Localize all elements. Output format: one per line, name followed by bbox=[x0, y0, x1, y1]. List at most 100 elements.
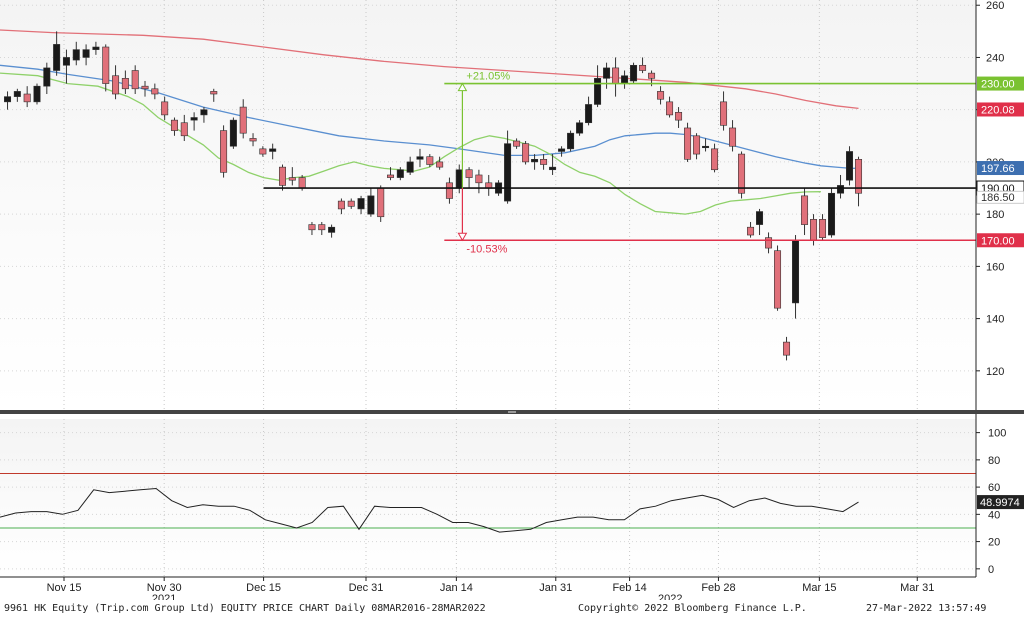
candle-down bbox=[170, 119, 178, 131]
candle-down bbox=[475, 174, 483, 184]
footer-copyright: Copyright© 2022 Bloomberg Finance L.P. bbox=[578, 603, 807, 614]
candle-down bbox=[151, 88, 159, 95]
price-axis-tick-label: 180 bbox=[986, 209, 1004, 221]
candle-down bbox=[513, 140, 521, 147]
moving-average-line bbox=[0, 72, 821, 215]
candle-down bbox=[141, 85, 149, 90]
candle-down bbox=[747, 226, 755, 236]
candle-down bbox=[819, 219, 827, 238]
candle-down bbox=[308, 224, 316, 231]
candle-down bbox=[801, 195, 809, 225]
candle-up bbox=[792, 239, 800, 304]
x-axis-tick-label: Dec 15 bbox=[246, 582, 281, 594]
x-axis-tick-label: Feb 28 bbox=[701, 582, 735, 594]
candle-up bbox=[837, 185, 845, 194]
moving-averages bbox=[0, 29, 859, 215]
candle-down bbox=[121, 78, 129, 90]
candle-down bbox=[774, 250, 782, 309]
rsi-grid bbox=[0, 419, 976, 577]
candle-down bbox=[684, 127, 692, 160]
rsi-last-tag: 48.9974 bbox=[980, 497, 1020, 509]
candle-up bbox=[4, 96, 12, 103]
x-axis-tick-label: Nov 15 bbox=[47, 582, 82, 594]
candle-up bbox=[567, 132, 575, 150]
candle-up bbox=[328, 226, 336, 233]
candlesticks bbox=[4, 31, 863, 361]
axes: 120140160180200220240260020406080100Nov … bbox=[0, 0, 1024, 600]
candle-up bbox=[630, 64, 638, 82]
candle-down bbox=[445, 182, 453, 199]
candle-down bbox=[249, 138, 257, 142]
candle-down bbox=[720, 101, 728, 126]
candle-up bbox=[702, 145, 710, 149]
candle-down bbox=[23, 93, 31, 103]
level-tag-background bbox=[977, 233, 1024, 248]
candle-up bbox=[82, 49, 90, 58]
candle-up bbox=[603, 67, 611, 79]
candle-down bbox=[278, 166, 286, 186]
candle-up bbox=[455, 169, 463, 189]
candle-down bbox=[436, 161, 444, 168]
rsi-axis-tick-label: 20 bbox=[988, 537, 1000, 549]
candle-down bbox=[220, 130, 228, 173]
price-axis-tick-label: 260 bbox=[986, 0, 1004, 12]
price-panel-background bbox=[0, 0, 976, 410]
rsi-axis-tick-label: 80 bbox=[988, 455, 1000, 467]
candle-up bbox=[531, 158, 539, 163]
candle-down bbox=[675, 111, 683, 121]
candle-down bbox=[102, 46, 110, 84]
candle-down bbox=[347, 200, 355, 207]
rsi-axis-tick-label: 100 bbox=[988, 428, 1006, 440]
x-axis-tick-label: Feb 14 bbox=[612, 582, 646, 594]
candle-down bbox=[465, 169, 473, 178]
price-grid bbox=[0, 0, 976, 410]
candle-down bbox=[657, 91, 665, 100]
candle-up bbox=[558, 148, 566, 152]
candle-up bbox=[72, 49, 80, 61]
candle-up bbox=[190, 117, 198, 121]
price-axis-tick-label: 160 bbox=[986, 261, 1004, 273]
candle-up bbox=[367, 195, 375, 215]
x-axis-tick-label: Mar 31 bbox=[900, 582, 934, 594]
candle-up bbox=[357, 198, 365, 210]
level-percent-label: +21.05% bbox=[466, 71, 510, 83]
price-tag: 220.08 bbox=[981, 104, 1015, 116]
candle-down bbox=[783, 341, 791, 356]
price-tag: 197.66 bbox=[981, 163, 1015, 175]
candle-up bbox=[53, 44, 61, 71]
candle-down bbox=[711, 148, 719, 171]
candle-up bbox=[504, 143, 512, 202]
candle-up bbox=[269, 148, 277, 152]
price-tag-background bbox=[976, 190, 1024, 204]
candle-up bbox=[576, 122, 584, 134]
rsi-last-tag-background bbox=[977, 495, 1024, 510]
candle-down bbox=[210, 91, 218, 95]
level-percent-label: -10.53% bbox=[466, 243, 507, 255]
candle-down bbox=[648, 72, 656, 79]
footer-timestamp: 27-Mar-2022 13:57:49 bbox=[866, 603, 987, 614]
candle-up bbox=[549, 166, 557, 171]
x-axis-tick-label: Mar 15 bbox=[802, 582, 836, 594]
candle-down bbox=[612, 67, 620, 84]
candle-down bbox=[639, 64, 647, 71]
price-tag-background bbox=[977, 102, 1024, 117]
x-axis-tick-label: Dec 31 bbox=[349, 582, 384, 594]
candle-down bbox=[377, 187, 385, 218]
candle-down bbox=[161, 101, 169, 116]
candle-down bbox=[855, 158, 863, 194]
price-chart: +21.05%-10.53% 1201401601802002202402600… bbox=[0, 0, 1024, 600]
candle-up bbox=[594, 78, 602, 105]
rsi-line bbox=[0, 487, 859, 533]
moving-average-line bbox=[0, 29, 859, 110]
candle-up bbox=[846, 151, 854, 181]
candle-down bbox=[693, 135, 701, 155]
x-axis-year-label: 2021 bbox=[152, 593, 176, 600]
candle-down bbox=[729, 127, 737, 147]
arrow-down-head bbox=[457, 232, 468, 242]
price-tag-background bbox=[977, 161, 1024, 176]
candle-up bbox=[13, 91, 21, 97]
footer-ticker: 9961 HK Equity (Trip.com Group Ltd) EQUI… bbox=[4, 603, 486, 614]
level-tag: 170.00 bbox=[981, 235, 1015, 247]
candle-down bbox=[738, 153, 746, 194]
candle-up bbox=[585, 104, 593, 124]
